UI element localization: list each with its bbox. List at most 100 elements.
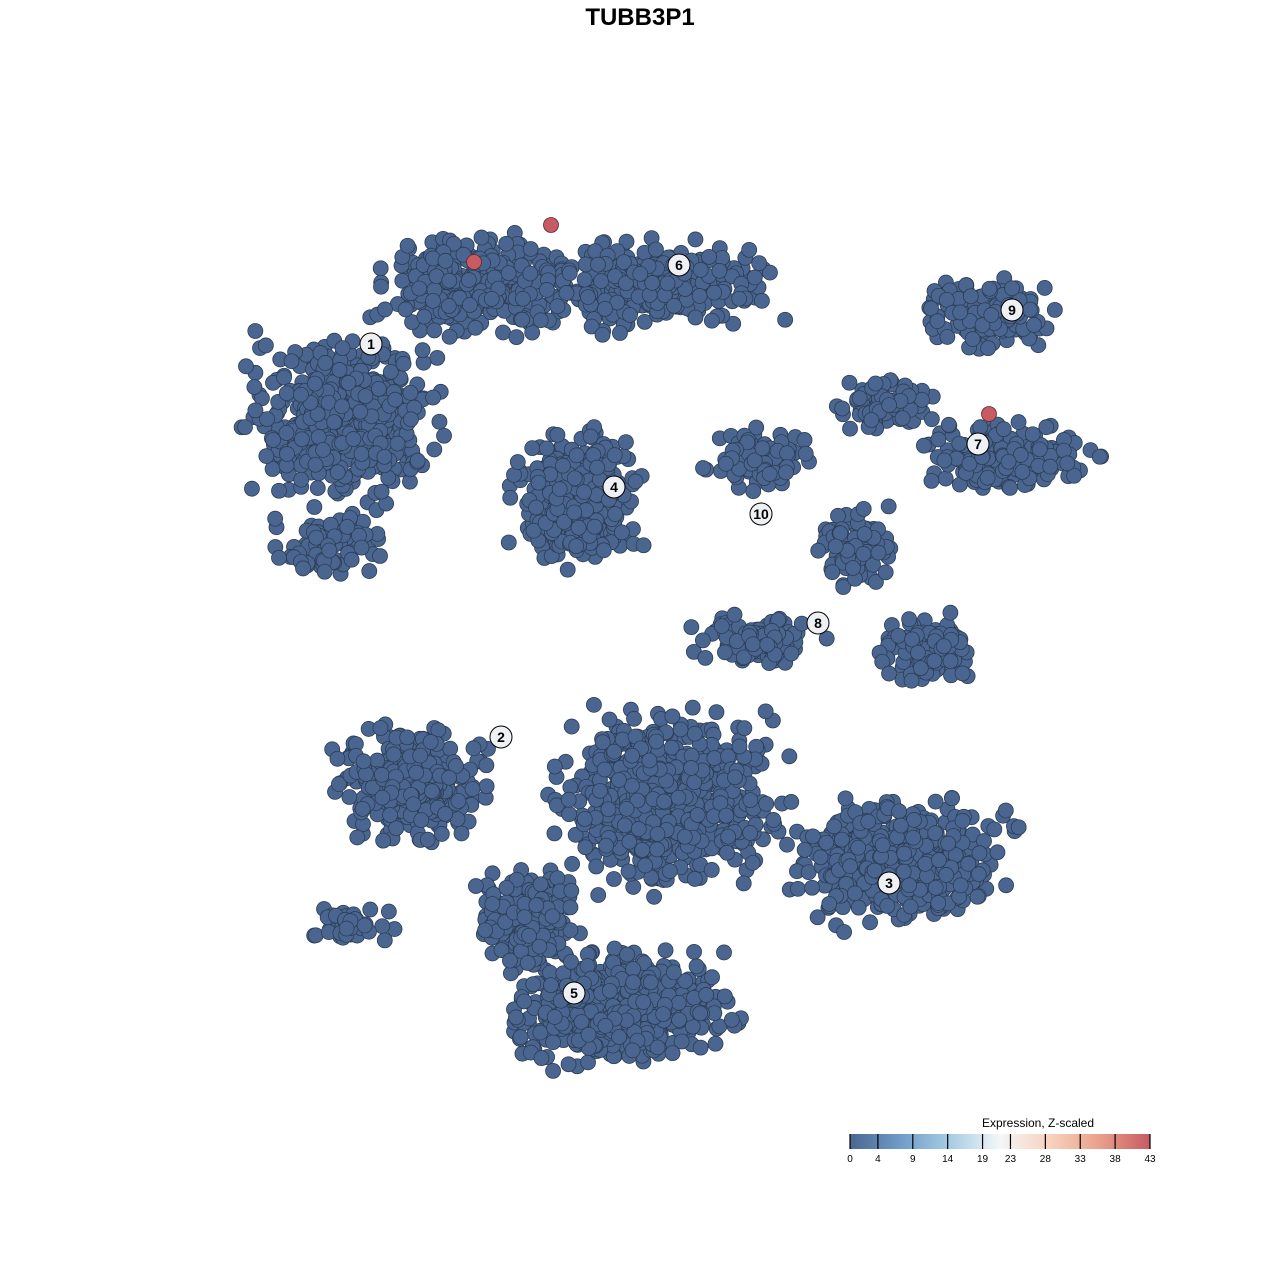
data-point bbox=[582, 428, 599, 445]
data-point bbox=[283, 353, 300, 370]
data-point bbox=[867, 375, 884, 392]
data-point bbox=[621, 833, 638, 850]
data-point bbox=[779, 836, 795, 853]
data-point bbox=[779, 445, 795, 462]
data-point bbox=[938, 867, 955, 883]
data-point bbox=[735, 875, 752, 892]
data-point bbox=[697, 649, 714, 666]
data-point bbox=[797, 445, 814, 462]
data-point bbox=[995, 421, 1012, 438]
data-point bbox=[804, 828, 821, 845]
data-point bbox=[477, 922, 494, 939]
data-point bbox=[866, 862, 883, 879]
data-point bbox=[237, 419, 253, 436]
data-point bbox=[670, 994, 687, 1011]
data-point bbox=[442, 740, 459, 757]
data-point bbox=[620, 863, 637, 880]
data-point bbox=[437, 252, 454, 269]
data-point bbox=[321, 542, 338, 559]
data-point bbox=[544, 908, 561, 925]
data-point bbox=[687, 231, 704, 248]
data-point bbox=[870, 544, 887, 561]
data-point bbox=[827, 538, 844, 555]
data-point bbox=[1014, 463, 1031, 480]
data-point bbox=[692, 261, 709, 278]
data-point bbox=[687, 309, 704, 326]
data-point bbox=[896, 845, 913, 862]
data-point bbox=[546, 825, 563, 842]
data-point bbox=[450, 793, 467, 809]
data-point bbox=[349, 829, 366, 846]
data-point bbox=[590, 887, 607, 903]
data-point bbox=[915, 437, 932, 454]
data-point bbox=[551, 481, 568, 498]
data-point bbox=[545, 1063, 561, 1079]
data-point bbox=[566, 504, 583, 521]
data-point bbox=[606, 871, 622, 887]
data-point bbox=[498, 879, 515, 896]
data-point bbox=[846, 885, 863, 902]
data-point bbox=[247, 402, 264, 419]
data-point bbox=[716, 944, 732, 961]
data-point bbox=[594, 734, 611, 751]
data-point bbox=[561, 806, 578, 823]
data-point bbox=[744, 854, 761, 871]
data-point bbox=[425, 389, 441, 406]
data-point bbox=[912, 660, 929, 677]
data-point bbox=[353, 445, 370, 462]
data-point bbox=[601, 982, 618, 999]
data-point bbox=[586, 518, 603, 535]
data-points bbox=[233, 217, 1110, 1079]
data-point bbox=[514, 290, 531, 307]
data-point bbox=[619, 946, 636, 963]
data-point bbox=[759, 636, 776, 653]
data-point bbox=[832, 525, 849, 542]
data-point bbox=[881, 665, 897, 682]
data-point bbox=[683, 760, 700, 776]
data-point bbox=[549, 870, 566, 887]
data-point bbox=[467, 878, 484, 894]
data-point bbox=[997, 802, 1014, 819]
data-point bbox=[904, 631, 920, 648]
data-point bbox=[601, 711, 618, 728]
data-point bbox=[845, 560, 861, 576]
data-point bbox=[437, 806, 454, 822]
data-point bbox=[626, 710, 642, 727]
data-point bbox=[1042, 458, 1059, 475]
data-point bbox=[259, 411, 275, 428]
data-point bbox=[686, 725, 703, 742]
data-point bbox=[627, 473, 644, 490]
data-point bbox=[964, 331, 981, 347]
data-point bbox=[944, 790, 960, 807]
data-point bbox=[265, 432, 282, 448]
data-point bbox=[422, 734, 439, 750]
data-point bbox=[424, 783, 440, 800]
data-point bbox=[500, 534, 517, 551]
data-point bbox=[539, 282, 555, 298]
data-point bbox=[413, 812, 430, 829]
data-point bbox=[460, 272, 477, 288]
data-point bbox=[701, 248, 717, 265]
data-point bbox=[902, 898, 919, 915]
data-point bbox=[810, 542, 827, 559]
data-point bbox=[606, 447, 623, 464]
data-point bbox=[598, 837, 614, 854]
data-point bbox=[530, 474, 547, 491]
data-point bbox=[952, 304, 969, 321]
data-point bbox=[901, 611, 918, 628]
data-point bbox=[315, 442, 331, 458]
data-point bbox=[930, 895, 947, 911]
data-point bbox=[969, 888, 986, 905]
data-point bbox=[238, 358, 254, 375]
data-point bbox=[593, 273, 609, 290]
data-point bbox=[564, 856, 581, 872]
data-point bbox=[998, 877, 1014, 894]
data-point bbox=[409, 452, 426, 469]
data-point bbox=[341, 789, 358, 805]
data-point bbox=[671, 1011, 688, 1028]
data-point bbox=[441, 328, 458, 345]
data-point bbox=[723, 1011, 740, 1028]
data-point bbox=[326, 414, 343, 431]
data-point bbox=[429, 349, 446, 366]
data-point bbox=[646, 888, 662, 905]
